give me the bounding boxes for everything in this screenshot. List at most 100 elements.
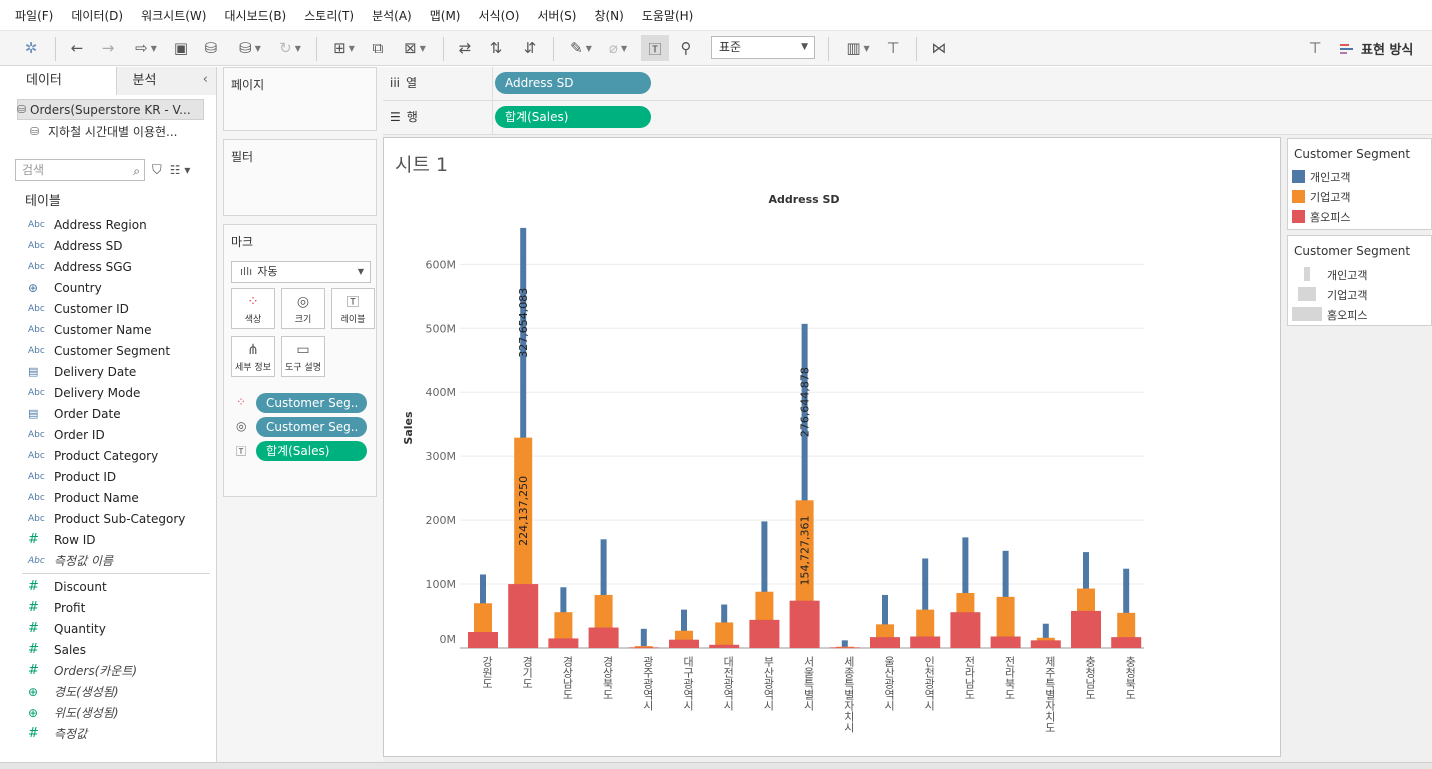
bar-홈오피스	[829, 647, 860, 649]
size-button[interactable]: ◎ 크기	[281, 288, 325, 329]
field-item[interactable]: # Orders(카운트)	[0, 660, 216, 681]
rows-pill[interactable]: 합계(Sales)	[495, 106, 651, 128]
pause-updates-icon[interactable]: ⛁ ▼	[239, 39, 261, 57]
field-label: Address SGG	[54, 259, 132, 274]
show-mark-labels-icon[interactable]: 🅃	[641, 35, 669, 61]
tab-data[interactable]: 데이터	[0, 67, 118, 95]
field-item[interactable]: Abc Product Name	[0, 487, 216, 508]
field-item[interactable]: Abc 측정값 이름	[0, 550, 216, 571]
menu-item[interactable]: 워크시트(W)	[141, 8, 207, 23]
sort-descending-icon[interactable]: ⇵	[523, 39, 537, 57]
fit-dropdown[interactable]: 표준 ▼	[711, 36, 815, 59]
field-item[interactable]: # Discount	[0, 576, 216, 597]
field-item[interactable]: ⊕ 위도(생성됨)	[0, 702, 216, 723]
field-item[interactable]: Abc Address SGG	[0, 256, 216, 277]
new-worksheet-icon[interactable]: ⊞ ▼	[333, 39, 355, 57]
save-icon[interactable]: ▣	[173, 39, 189, 57]
refresh-icon[interactable]: ↻ ▼	[279, 39, 301, 57]
redo-icon[interactable]: →	[101, 39, 115, 57]
field-item[interactable]: ▤ Delivery Date	[0, 361, 216, 382]
swap-rows-columns-icon[interactable]: ⇄	[458, 39, 472, 57]
size-legend-item[interactable]: 개인고객	[1288, 264, 1431, 284]
bar-개인고객	[600, 539, 607, 648]
clear-sheet-icon[interactable]: ⊠ ▼	[404, 39, 426, 57]
label-button-label: 레이블	[340, 314, 366, 325]
field-item[interactable]: # Sales	[0, 639, 216, 660]
menu-item[interactable]: 대시보드(B)	[224, 8, 287, 23]
presentation-mode-icon[interactable]: ⊤	[886, 39, 900, 57]
show-me-button[interactable]: 표현 방식	[1340, 39, 1413, 58]
columns-pill[interactable]: Address SD	[495, 72, 651, 94]
duplicate-sheet-icon[interactable]: ⧉	[372, 39, 384, 57]
share-icon[interactable]: ⋈	[931, 39, 947, 57]
x-tick-label: 인천광역시	[923, 656, 936, 711]
size-legend-item[interactable]: 홈오피스	[1288, 304, 1431, 324]
replay-icon[interactable]: ⇨ ▼	[135, 39, 157, 57]
collapse-pane-icon[interactable]: ‹	[202, 72, 208, 87]
color-legend-item[interactable]: 기업고객	[1288, 187, 1431, 207]
bar-개인고객	[640, 628, 647, 648]
search-input[interactable]: 검색 ⌕	[15, 159, 145, 181]
menu-item[interactable]: 창(N)	[594, 8, 624, 23]
tooltip-button[interactable]: ▭ 도구 설명	[281, 336, 325, 377]
menu-item[interactable]: 서식(O)	[478, 8, 520, 23]
field-item[interactable]: Abc Customer Segment	[0, 340, 216, 361]
tableau-logo-icon[interactable]: ✲	[24, 39, 38, 57]
mark-type-dropdown[interactable]: ıllı 자동 ▼	[231, 261, 371, 283]
menu-item[interactable]: 분석(A)	[372, 8, 412, 23]
color-legend-item[interactable]: 개인고객	[1288, 167, 1431, 187]
field-item[interactable]: # Row ID	[0, 529, 216, 550]
field-item[interactable]: # Profit	[0, 597, 216, 618]
highlight-icon[interactable]: ✎ ▼	[570, 39, 592, 57]
menu-item[interactable]: 서버(S)	[537, 8, 577, 23]
string-type-icon: Abc	[28, 429, 45, 440]
field-item[interactable]: Abc Address SD	[0, 235, 216, 256]
size-pill[interactable]: Customer Seg..	[256, 417, 367, 437]
view-options-icon[interactable]: ☷ ▾	[169, 163, 191, 177]
pages-card[interactable]: 페이지	[223, 67, 377, 131]
field-item[interactable]: Abc Product Category	[0, 445, 216, 466]
menu-item[interactable]: 맵(M)	[429, 8, 461, 23]
label-button[interactable]: 🅃 레이블	[331, 288, 375, 329]
undo-icon[interactable]: ←	[70, 39, 84, 57]
filters-card[interactable]: 필터	[223, 139, 377, 216]
field-item[interactable]: ⊕ Country	[0, 277, 216, 298]
field-item[interactable]: Abc Customer ID	[0, 298, 216, 319]
sort-ascending-icon[interactable]: ⇅	[489, 39, 503, 57]
color-legend-item[interactable]: 홈오피스	[1288, 207, 1431, 227]
bar-홈오피스	[1030, 640, 1061, 648]
tab-analysis[interactable]: 분석	[117, 67, 216, 95]
color-pill[interactable]: Customer Seg..	[256, 393, 367, 413]
field-item[interactable]: ⊕ 경도(생성됨)	[0, 681, 216, 702]
size-legend-item[interactable]: 기업고객	[1288, 284, 1431, 304]
detail-button[interactable]: ⋔ 세부 정보	[231, 336, 275, 377]
field-item[interactable]: Abc Customer Name	[0, 319, 216, 340]
annotation-icon[interactable]: ⊤	[1308, 39, 1322, 57]
menu-item[interactable]: 도움말(H)	[641, 8, 694, 23]
menu-item[interactable]: 파일(F)	[15, 8, 54, 23]
field-item[interactable]: Abc Address Region	[0, 214, 216, 235]
datasource-item[interactable]: ⛁ 지하철 시간대별 이용현...	[0, 121, 216, 142]
new-datasource-icon[interactable]: ⛁	[204, 39, 218, 57]
field-item[interactable]: Abc Product ID	[0, 466, 216, 487]
fix-axes-icon[interactable]: ⚲	[680, 39, 692, 57]
color-button[interactable]: ⁘ 색상	[231, 288, 275, 329]
field-item[interactable]: Abc Order ID	[0, 424, 216, 445]
menu-item[interactable]: 데이터(D)	[71, 8, 124, 23]
filter-icon[interactable]: ⛉	[152, 162, 162, 178]
bar-홈오피스	[1111, 637, 1142, 648]
field-item[interactable]: Abc Delivery Mode	[0, 382, 216, 403]
field-item[interactable]: ▤ Order Date	[0, 403, 216, 424]
group-members-icon[interactable]: ⌀ ▼	[608, 39, 628, 57]
show-labels-cards-icon[interactable]: ▥ ▼	[846, 39, 870, 57]
datasource-item[interactable]: ⛁ Orders(Superstore KR - V...	[17, 99, 204, 120]
color-legend: Customer Segment 개인고객 기업고객 홈오피스	[1287, 138, 1432, 230]
columns-shelf-label: iii 열	[390, 67, 493, 100]
label-pill[interactable]: 합계(Sales)	[256, 441, 367, 461]
bar-홈오피스	[789, 600, 820, 648]
menu-item[interactable]: 스토리(T)	[304, 8, 355, 23]
field-item[interactable]: # Quantity	[0, 618, 216, 639]
field-item[interactable]: Abc Product Sub-Category	[0, 508, 216, 529]
field-item[interactable]: # 측정값	[0, 723, 216, 744]
globe-icon: ⊕	[28, 684, 39, 699]
